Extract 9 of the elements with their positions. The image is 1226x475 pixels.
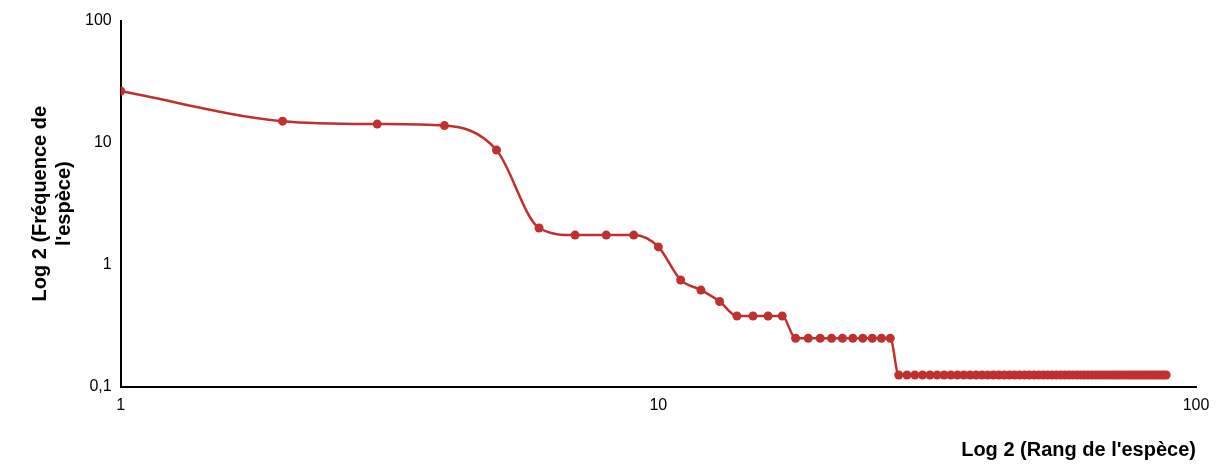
y-axis-title: Log 2 (Fréquence de l'espèce) xyxy=(27,105,74,302)
x-tick-label: 100 xyxy=(1182,395,1210,413)
x-axis-title: Log 2 (Rang de l'espèce) xyxy=(961,437,1196,460)
y-tick-label: 10 xyxy=(93,133,112,151)
y-tick-label: 0,1 xyxy=(89,377,112,395)
x-tick-label: 1 xyxy=(116,395,126,413)
y-tick-label: 1 xyxy=(102,255,112,273)
y-tick-label: 100 xyxy=(84,11,112,29)
x-tick-label: 10 xyxy=(649,395,668,413)
